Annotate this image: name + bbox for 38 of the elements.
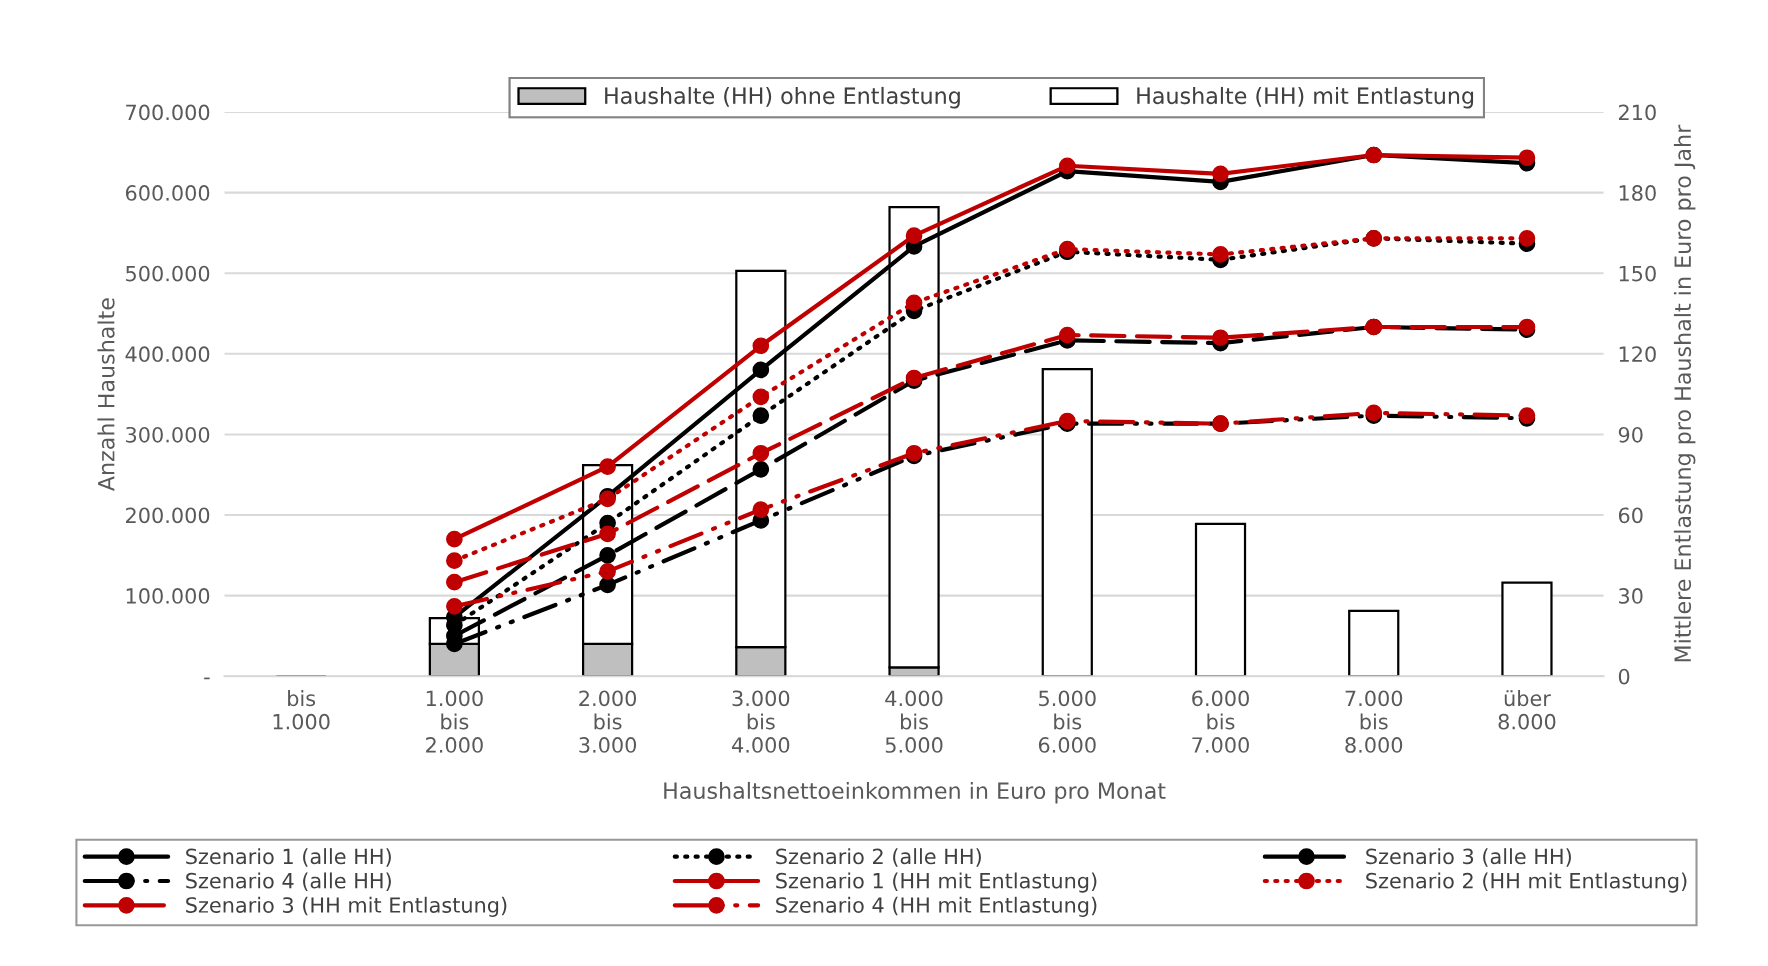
x-axis-title: Haushaltsnettoeinkommen in Euro pro Monat: [664, 781, 1166, 804]
y-tick-label: 300.000: [126, 426, 210, 443]
y-tick-label: 400.000: [125, 346, 210, 363]
x-tick-label: 1.000 bis 2.000: [426, 690, 483, 753]
legend-label: Szenario 2 (alle HH): [776, 848, 981, 867]
y2-tick-label: 180: [1619, 185, 1656, 201]
y2-tick-label: 60: [1618, 507, 1643, 524]
x-tick-label: über 8.000: [1498, 690, 1556, 730]
legend-label: Haushalte (HH) mit Entlastung: [1137, 86, 1474, 109]
y-tick-label: 100.000: [126, 588, 210, 604]
x-tick-label: 3.000 bis 4.000: [732, 690, 790, 753]
legend-label: Szenario 4 (HH mit Entlastung): [776, 896, 1097, 917]
legend-label: Szenario 3 (alle HH): [1366, 848, 1571, 867]
legend-label: Szenario 3 (HH mit Entlastung): [186, 896, 507, 917]
y-tick-label: 700.000: [126, 104, 210, 121]
x-tick-label: 4.000 bis 5.000: [885, 690, 943, 753]
y2-tick-label: 30: [1619, 588, 1643, 604]
y2-tick-label: 0: [1618, 668, 1630, 685]
x-tick-label: 2.000 bis 3.000: [579, 690, 637, 753]
y2-tick-label: 150: [1619, 265, 1656, 282]
legend-label: Szenario 2 (HH mit Entlastung): [1366, 872, 1687, 893]
y2-axis-title: Mittlere Entlastung pro Haushalt in Euro pro Jahr: [1673, 124, 1696, 662]
y-axis-title: Anzahl Haushalte: [97, 298, 115, 492]
x-tick-label: 5.000 bis 6.000: [1038, 690, 1096, 753]
legend-label: Haushalte (HH) ohne Entlastung: [605, 86, 960, 109]
y2-tick-label: 210: [1618, 104, 1656, 121]
y-tick-label: 200.000: [126, 507, 210, 524]
x-tick-label: 7.000 bis 8.000: [1345, 690, 1403, 753]
y2-tick-label: 120: [1619, 346, 1656, 363]
legend-label: Szenario 1 (alle HH): [186, 848, 391, 867]
legend-label: Szenario 4 (alle HH): [186, 872, 391, 892]
x-tick-label: bis 1.000: [273, 690, 330, 730]
y-tick-label: 500.000: [126, 265, 210, 282]
legend-label: Szenario 1 (HH mit Entlastung): [776, 872, 1097, 893]
y2-tick-label: 90: [1618, 426, 1643, 443]
x-tick-label: 6.000 bis 7.000: [1192, 690, 1249, 753]
y-tick-label: 600.000: [125, 185, 210, 201]
y-tick-label: -: [204, 677, 210, 680]
